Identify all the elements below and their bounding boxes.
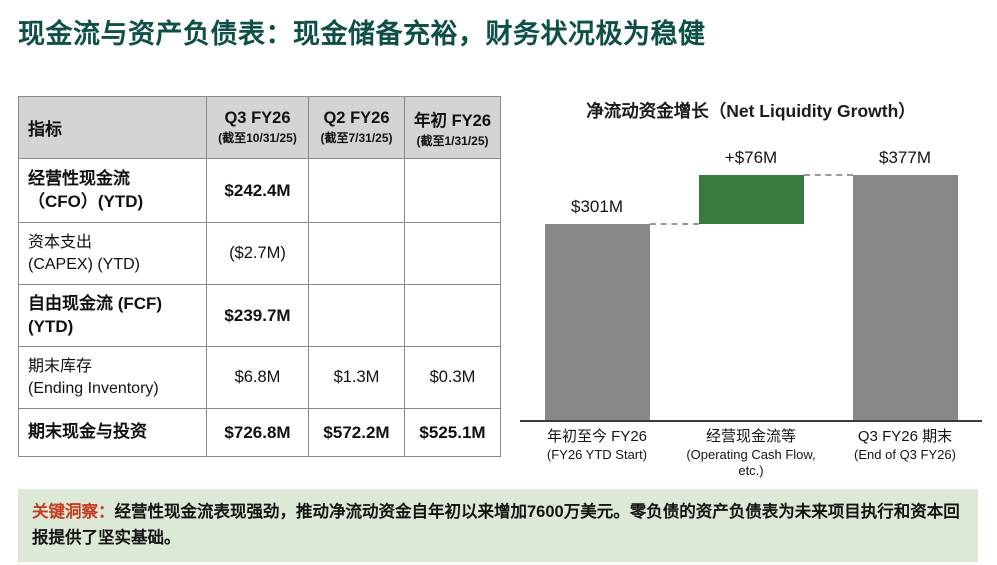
x-axis-label-en: (Operating Cash Flow, etc.) (686, 446, 816, 478)
cell-value (308, 222, 405, 285)
chart-bar-delta (698, 174, 804, 225)
column-title: Q3 FY26 (224, 109, 291, 127)
bar-value-label: +$76M (724, 147, 778, 167)
x-axis-label: 经营现金流等 (Operating Cash Flow, etc.) (673, 428, 829, 479)
table-row-cash: 期末现金与投资 $726.8M $572.2M $525.1M (18, 408, 501, 457)
insight-text: 经营性现金流表现强劲，推动净流动资金自年初以来增加7600万美元。零负债的资产负… (32, 503, 960, 548)
cell-value: $572.2M (308, 408, 405, 457)
column-title: 年初 FY26 (413, 111, 492, 130)
insight-label: 关键洞察： (32, 503, 115, 521)
metric-header: 指标 (18, 96, 207, 159)
table-row-inventory: 期末库存 (Ending Inventory) $6.8M $1.3M $0.3… (18, 346, 501, 409)
cell-value (404, 284, 501, 347)
cell-value (404, 222, 501, 285)
chart-title: 净流动资金增长（Net Liquidity Growth） (586, 101, 916, 121)
column-subtitle: (截至1/31/25) (416, 133, 489, 148)
table-row-capex: 资本支出 (CAPEX) (YTD) ($2.7M) (18, 222, 501, 285)
row-label: 自由现金流 (FCF) (YTD) (18, 284, 207, 347)
x-axis-label: 年初至今 FY26 (FY26 YTD Start) (519, 428, 675, 463)
cell-value (404, 158, 501, 223)
cell-value: $726.8M (206, 408, 309, 457)
cell-value (308, 284, 405, 347)
chart-bar-start (544, 224, 650, 420)
liquidity-waterfall-chart: 净流动资金增长（Net Liquidity Growth） $301M +$76… (520, 98, 982, 478)
cell-value: $242.4M (206, 158, 309, 223)
chart-bar-end (852, 174, 958, 420)
bar-value-label: $377M (879, 147, 931, 167)
column-header-q3: Q3 FY26 (截至10/31/25) (206, 96, 309, 159)
cell-value (308, 158, 405, 223)
row-label: 期末现金与投资 (18, 408, 207, 457)
column-header-ytd-start: 年初 FY26 (截至1/31/25) (404, 96, 501, 159)
page-title: 现金流与资产负债表：现金储备充裕，财务状况极为稳健 (18, 19, 706, 49)
table-row-fcf: 自由现金流 (FCF) (YTD) $239.7M (18, 284, 501, 347)
cell-value: $1.3M (308, 346, 405, 409)
cell-value: ($2.7M) (206, 222, 309, 285)
bar-value-label: $301M (571, 197, 623, 217)
x-axis-label-zh: Q3 FY26 期末 (857, 428, 953, 445)
metrics-table: 指标 Q3 FY26 (截至10/31/25) Q2 FY26 (截至7/31/… (18, 96, 501, 457)
x-axis-label: Q3 FY26 期末 (End of Q3 FY26) (827, 428, 983, 463)
cell-value: $6.8M (206, 346, 309, 409)
column-header-q2: Q2 FY26 (截至7/31/25) (308, 96, 405, 159)
x-axis-line (520, 420, 982, 422)
row-label: 期末库存 (Ending Inventory) (18, 346, 207, 409)
cell-value: $0.3M (404, 346, 501, 409)
insight-box: 关键洞察：经营性现金流表现强劲，推动净流动资金自年初以来增加7600万美元。零负… (18, 489, 978, 562)
chart-connector (649, 223, 699, 226)
cell-value: $239.7M (206, 284, 309, 347)
x-axis-label-zh: 年初至今 FY26 (546, 428, 648, 445)
chart-connector (803, 173, 853, 176)
row-label: 经营性现金流 （CFO）(YTD) (18, 158, 207, 223)
column-subtitle: (截至10/31/25) (218, 131, 297, 145)
x-axis-label-en: (End of Q3 FY26) (854, 446, 956, 462)
financial-table: 指标 Q3 FY26 (截至10/31/25) Q2 FY26 (截至7/31/… (18, 96, 501, 457)
table-header-row: 指标 Q3 FY26 (截至10/31/25) Q2 FY26 (截至7/31/… (18, 96, 501, 159)
x-axis-label-en: (FY26 YTD Start) (546, 446, 648, 462)
row-label: 资本支出 (CAPEX) (YTD) (18, 222, 207, 285)
cell-value: $525.1M (404, 408, 501, 457)
column-subtitle: (截至7/31/25) (320, 131, 393, 145)
chart-plot: $301M +$76M $377M (520, 138, 982, 422)
x-axis-label-zh: 经营现金流等 (705, 428, 796, 445)
x-axis-labels: 年初至今 FY26 (FY26 YTD Start) 经营现金流等 (Opera… (520, 428, 982, 478)
table-row-cfo: 经营性现金流 （CFO）(YTD) $242.4M (18, 158, 501, 223)
column-title: Q2 FY26 (323, 109, 390, 127)
